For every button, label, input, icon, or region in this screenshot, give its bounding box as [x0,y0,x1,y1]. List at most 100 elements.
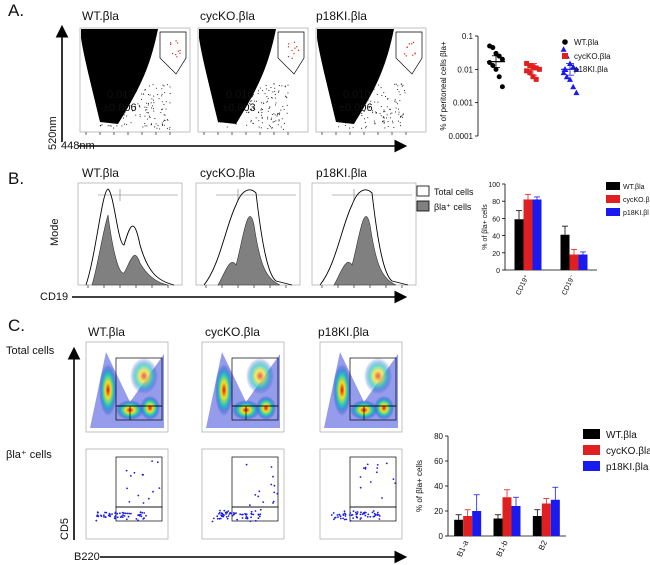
event-dot [164,119,165,121]
event-dot [164,120,166,121]
event-dot [400,125,401,127]
event-dot [284,86,286,88]
event-dot [401,114,403,116]
event-dot [286,112,288,114]
bla-event-dot [392,478,395,480]
bla-event-dot [245,463,248,466]
event-dot [402,84,404,86]
event-dot [340,111,342,112]
event-dot [340,99,342,101]
dot-plot-frame [85,448,169,540]
bla-event-dot [349,512,352,514]
event-dot [271,114,273,115]
panel-c-y-label: CD5 [59,518,71,540]
y-tick-label: 0.0001 [449,132,474,141]
event-dot [374,122,376,124]
event-dot [258,120,260,122]
event-dot [103,118,105,120]
bla-event-dot [219,509,221,512]
event-dot [139,106,141,108]
event-dot [394,100,396,102]
event-dot [167,84,168,86]
event-dot [235,123,237,125]
gated-event-dot [175,54,177,56]
event-dot [148,103,149,104]
bla-gate [395,31,423,75]
bla-event-dot [259,508,262,511]
event-dot [222,116,224,118]
event-dot [231,94,233,95]
event-dot [227,97,229,99]
event-dot [124,111,126,113]
bla-event-dot [151,460,154,462]
event-dot [105,83,107,84]
event-dot [280,126,282,128]
event-dot [130,96,131,98]
event-dot [100,125,102,126]
event-dot [169,93,171,94]
gated-event-dot [175,40,177,42]
density-plot-0 [85,341,169,433]
event-dot [382,121,383,123]
event-dot [392,120,393,122]
event-dot [380,106,382,108]
bla-event-dot [222,513,225,516]
event-dot [120,107,122,109]
event-dot [128,96,130,97]
data-point-cyc [527,70,533,76]
event-dot [371,83,373,85]
total-cells-histogram [85,188,175,286]
gate-lower [349,405,397,421]
event-dot [161,88,163,90]
event-dot [380,115,382,117]
event-dot [145,89,147,91]
event-dot [165,108,167,110]
event-dot [113,89,115,90]
event-dot [242,98,244,100]
event-dot [270,119,272,120]
event-dot [134,105,136,107]
bla-event-dot [355,511,357,514]
event-dot [237,89,238,91]
event-dot [250,120,252,122]
event-dot [348,95,350,97]
bla-event-dot [119,512,121,515]
gated-event-dot [287,46,290,48]
bla-event-dot [233,512,236,515]
event-dot [261,122,263,124]
event-dot [266,96,268,97]
gated-event-dot [291,57,293,59]
event-dot [162,120,164,122]
gated-event-dot [294,47,296,49]
panel-c-row-label-total: Total cells [6,345,55,357]
dense-event-cloud [81,29,158,124]
dotplot-a-0 [79,27,191,135]
event-dot [169,86,171,88]
event-dot [250,121,252,123]
gated-event-dot [170,43,172,45]
event-dot [361,127,362,129]
event-dot [361,98,363,99]
gate-lower [349,506,397,522]
event-dot [278,91,279,93]
event-dot [161,124,163,125]
event-dot [286,104,288,106]
event-dot [118,93,120,95]
bla-event-dot [217,513,220,515]
y-tick-label: 0.001 [453,99,474,108]
event-dot [252,122,254,124]
event-dot [117,116,119,118]
event-dot [399,116,401,117]
event-dot [389,108,391,110]
gated-event-dot [177,42,179,44]
event-dot [344,125,346,127]
event-dot [138,105,140,106]
bla-event-dot [103,514,105,517]
bla-event-dot [133,471,136,474]
event-dot [281,85,283,87]
bla-event-dot [252,513,255,516]
bar-wt [493,518,503,536]
event-dot [355,114,357,115]
event-dot [263,102,264,104]
data-point-p18 [563,73,570,80]
